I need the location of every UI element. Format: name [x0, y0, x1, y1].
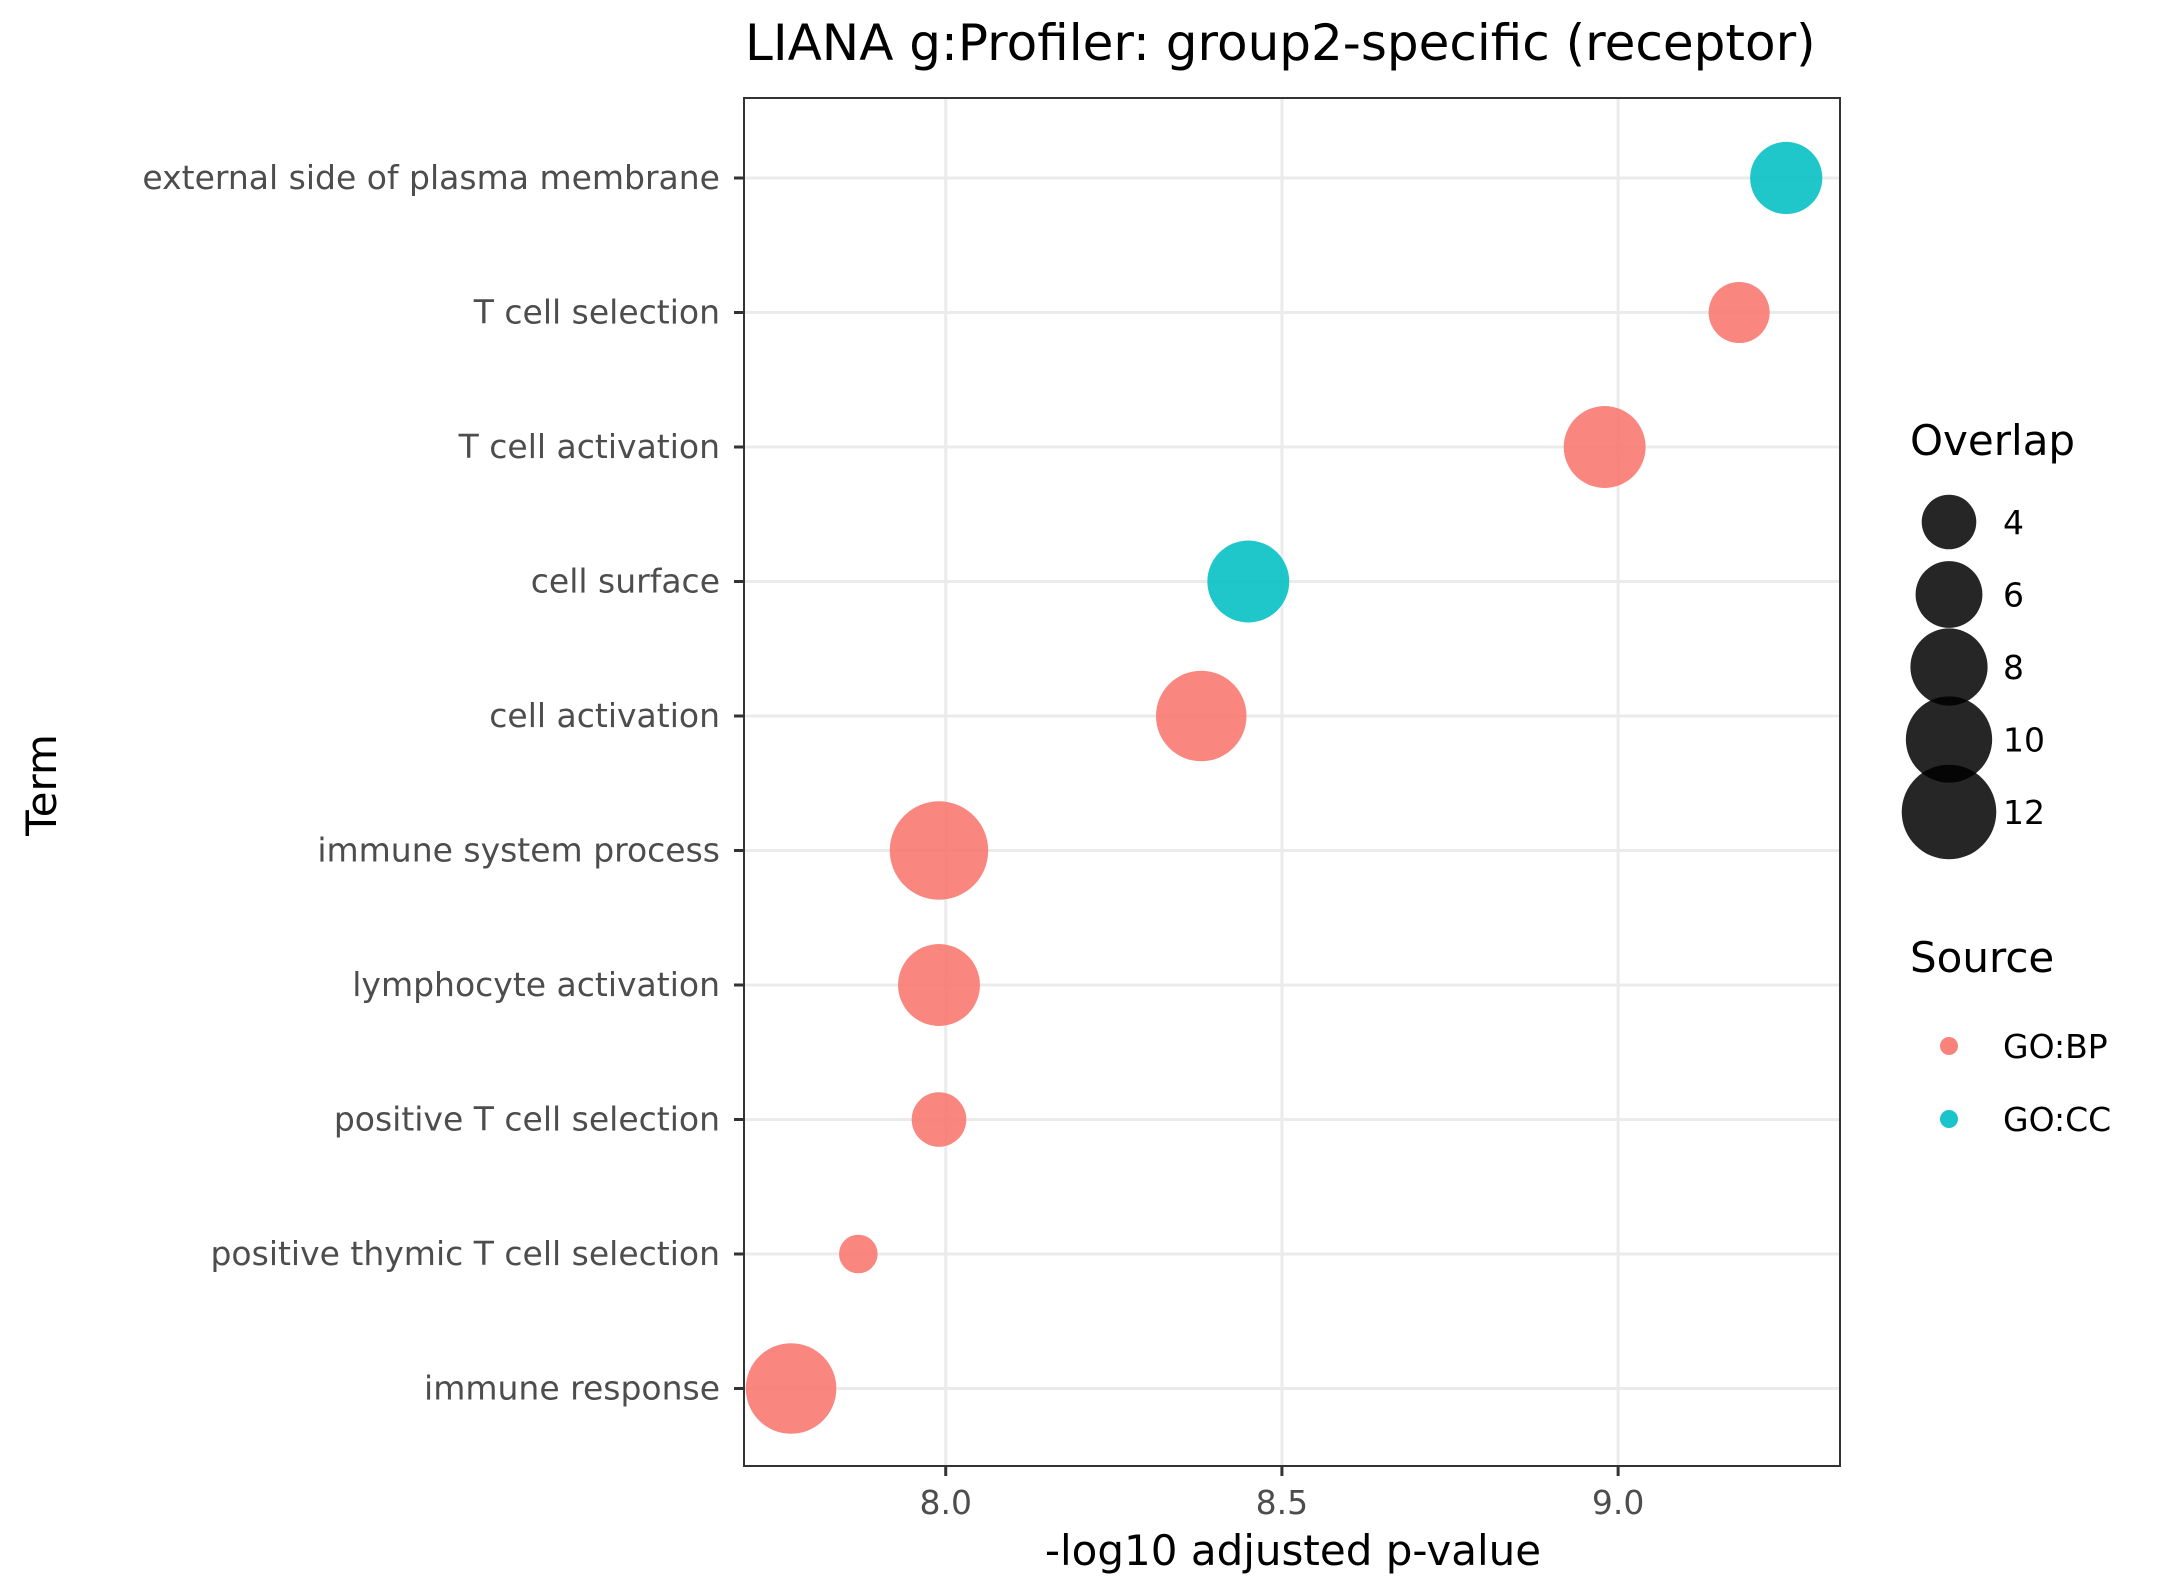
size-legend-key [1910, 628, 1988, 706]
size-legend-label: 12 [2003, 793, 2045, 832]
data-point [839, 1234, 878, 1274]
chart-title: LIANA g:Profiler: group2-specific (recep… [745, 14, 1816, 72]
size-legend-key [1901, 764, 1997, 860]
color-legend-label: GO:CC [2003, 1100, 2111, 1139]
y-tick-label: positive T cell selection [334, 1100, 720, 1139]
size-legend-label: 8 [2003, 648, 2024, 687]
data-point [1155, 670, 1247, 762]
size-legend-key [1905, 696, 1993, 783]
y-tick-label: lymphocyte activation [352, 965, 720, 1004]
plot-background [744, 98, 1840, 1466]
y-tick-label: T cell selection [473, 293, 720, 332]
data-point [1563, 406, 1646, 488]
color-legend-label: GO:BP [2003, 1027, 2108, 1066]
color-legend: GO:BP GO:CC [1940, 1027, 2111, 1139]
size-legend: 4 6 8 10 12 [1901, 494, 2045, 860]
y-tick-label: positive thymic T cell selection [210, 1234, 720, 1273]
size-legend-key [1921, 494, 1977, 550]
data-point [889, 801, 989, 900]
data-point [898, 944, 980, 1026]
size-legend-label: 4 [2003, 503, 2024, 542]
size-legend-label: 10 [2003, 721, 2045, 760]
y-tick-label: cell surface [531, 562, 720, 601]
y-tick-label: immune system process [317, 831, 720, 870]
y-tick-label: T cell activation [458, 427, 720, 466]
data-point [1750, 141, 1823, 215]
x-axis-title: -log10 adjusted p-value [1045, 1526, 1541, 1575]
data-point [911, 1092, 967, 1147]
data-point [745, 1343, 837, 1434]
data-point [1708, 281, 1770, 344]
x-tick-label: 8.5 [1256, 1483, 1308, 1522]
plot-area: external side of plasma membrane T cell s… [142, 97, 1841, 1522]
size-legend-title: Overlap [1910, 416, 2075, 465]
x-tick-label: 9.0 [1592, 1483, 1644, 1522]
legends: Overlap 4 6 8 10 12 Source GO:BP GO:CC [1901, 416, 2111, 1139]
y-tick-label: immune response [424, 1369, 720, 1408]
color-legend-key [1940, 1037, 1958, 1055]
size-legend-key [1915, 561, 1983, 628]
data-point [1207, 540, 1290, 623]
plot-border [743, 97, 1841, 1467]
y-axis-title: Term [17, 734, 66, 837]
color-legend-title: Source [1910, 933, 2054, 982]
x-tick-label: 8.0 [919, 1483, 971, 1522]
color-legend-key [1940, 1110, 1958, 1128]
y-tick-label: external side of plasma membrane [142, 158, 720, 197]
y-tick-label: cell activation [489, 696, 720, 735]
size-legend-label: 6 [2003, 576, 2024, 615]
